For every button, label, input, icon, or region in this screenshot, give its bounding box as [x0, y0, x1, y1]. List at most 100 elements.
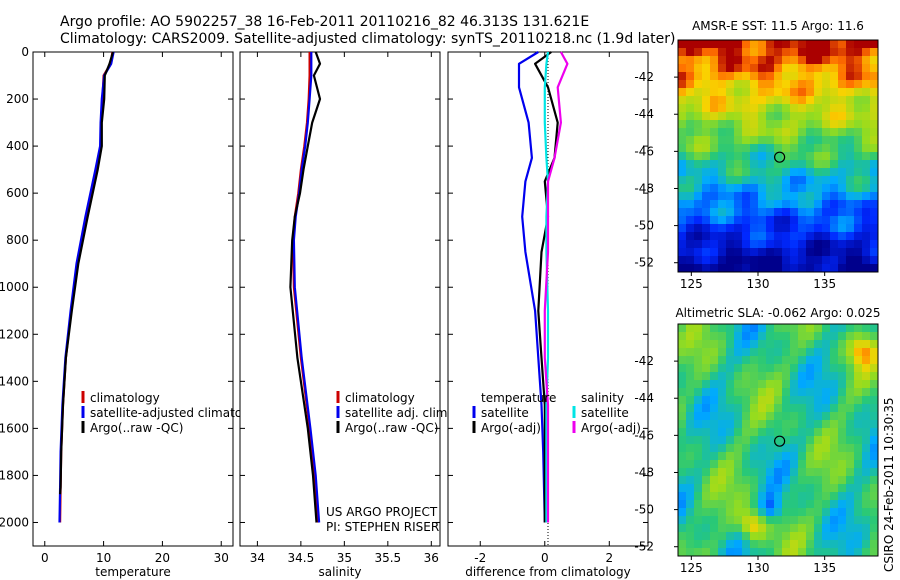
map-cell — [822, 80, 831, 89]
map-cell — [782, 372, 791, 381]
map-cell — [870, 548, 879, 557]
difference-x-axis: -2 0 2 — [474, 52, 613, 565]
map-cell — [798, 348, 807, 357]
map-cell — [846, 452, 855, 461]
map-cell — [830, 516, 839, 525]
map-cell — [822, 152, 831, 161]
map-cell — [734, 492, 743, 501]
map-cell — [702, 120, 711, 129]
map-cell — [718, 80, 727, 89]
map-cell — [774, 80, 783, 89]
map-cell — [806, 56, 815, 65]
map-cell — [758, 136, 767, 145]
map-cell — [838, 160, 847, 169]
map-cell — [782, 356, 791, 365]
map-cell — [710, 532, 719, 541]
map-cell — [814, 332, 823, 341]
map-cell — [862, 160, 871, 169]
map-cell — [822, 256, 831, 265]
map-cell — [862, 356, 871, 365]
map-cell — [686, 64, 695, 73]
map-cell — [798, 264, 807, 273]
map-cell — [702, 56, 711, 65]
map-cell — [790, 380, 799, 389]
map-cell — [718, 128, 727, 137]
map-cell — [846, 396, 855, 405]
map-y-tick-label: -42 — [634, 354, 654, 368]
map-cell — [694, 340, 703, 349]
difference-series — [517, 51, 569, 523]
map-cell — [750, 356, 759, 365]
map-cell — [750, 240, 759, 249]
map-cell — [694, 200, 703, 209]
map-cell — [774, 508, 783, 517]
map-cell — [822, 192, 831, 201]
map-cell — [726, 88, 735, 97]
map-cell — [678, 420, 687, 429]
map-cell — [694, 548, 703, 557]
map-cell — [830, 396, 839, 405]
map-cell — [710, 192, 719, 201]
map-cell — [846, 364, 855, 373]
map-cell — [734, 508, 743, 517]
map-cell — [694, 444, 703, 453]
map-cell — [686, 348, 695, 357]
map-cell — [838, 128, 847, 137]
map-cell — [798, 96, 807, 105]
map-cell — [678, 372, 687, 381]
map-cell — [806, 412, 815, 421]
map-y-tick-label: -50 — [634, 219, 654, 233]
map-cell — [822, 96, 831, 105]
map-cell — [822, 396, 831, 405]
map-cell — [694, 476, 703, 485]
map-cell — [710, 340, 719, 349]
map-cell — [734, 48, 743, 57]
map-cell — [678, 356, 687, 365]
map-cell — [854, 516, 863, 525]
map-cell — [838, 524, 847, 533]
map-cell — [750, 152, 759, 161]
map-cell — [774, 56, 783, 65]
map-cell — [686, 200, 695, 209]
map-cell — [742, 484, 751, 493]
map-cell — [870, 248, 879, 257]
map-cell — [678, 192, 687, 201]
map-y-tick-label: -44 — [634, 391, 654, 405]
map-cell — [782, 420, 791, 429]
map-cell — [830, 176, 839, 185]
map-cell — [718, 420, 727, 429]
map-cell — [766, 428, 775, 437]
map-cell — [870, 348, 879, 357]
map-cell — [862, 468, 871, 477]
map-cell — [734, 72, 743, 81]
map-cell — [830, 64, 839, 73]
map-cell — [694, 356, 703, 365]
map-cell — [798, 112, 807, 121]
map-cell — [726, 104, 735, 113]
map-cell — [806, 420, 815, 429]
map-cell — [774, 396, 783, 405]
map-cell — [814, 256, 823, 265]
map-cell — [742, 340, 751, 349]
map-cell — [774, 192, 783, 201]
map-cell — [830, 460, 839, 469]
map-cell — [702, 508, 711, 517]
map-cell — [678, 532, 687, 541]
map-cell — [686, 96, 695, 105]
map-cell — [854, 80, 863, 89]
map-cell — [830, 96, 839, 105]
map-cell — [734, 380, 743, 389]
map-cell — [678, 200, 687, 209]
map-cell — [806, 168, 815, 177]
map-cell — [710, 216, 719, 225]
map-cell — [742, 88, 751, 97]
map-cell — [686, 192, 695, 201]
map-cell — [798, 524, 807, 533]
map-cell — [790, 436, 799, 445]
map-cell — [854, 192, 863, 201]
map-cell — [862, 380, 871, 389]
map-cell — [726, 364, 735, 373]
map-cell — [846, 200, 855, 209]
map-cell — [814, 500, 823, 509]
sla-map-panel: Altimetric SLA: -0.062 Argo: 0.025 125 13… — [634, 306, 880, 575]
